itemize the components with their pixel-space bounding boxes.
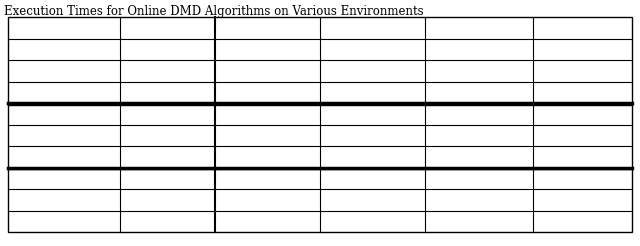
Text: General: General: [145, 195, 190, 204]
Text: 0.557: 0.557: [253, 131, 282, 140]
Text: Execution Times for Online DMD Algorithms on Various Environments: Execution Times for Online DMD Algorithm…: [4, 5, 424, 18]
Text: 200: 200: [573, 66, 593, 75]
Text: Batch: Batch: [150, 109, 184, 118]
Text: 0.537: 0.537: [253, 195, 282, 204]
Text: 1.376: 1.376: [358, 109, 387, 118]
Text: 17.03: 17.03: [568, 217, 597, 226]
Text: Long-term: Long-term: [137, 152, 198, 161]
Text: 500: 500: [257, 23, 277, 32]
Text: 400: 400: [469, 66, 489, 75]
Text: Long-term: Long-term: [137, 217, 198, 226]
Text: 100: 100: [469, 88, 489, 97]
Text: τ: τ: [164, 88, 170, 97]
Text: 3.343: 3.343: [568, 131, 597, 140]
Text: 37.52: 37.52: [464, 174, 494, 183]
Text: 29.61: 29.61: [464, 217, 494, 226]
Text: 1.319: 1.319: [358, 217, 387, 226]
Text: Environmental
Parameters: Environmental Parameters: [25, 50, 103, 70]
Text: 20×20: 20×20: [461, 45, 497, 54]
Text: Batch: Batch: [150, 174, 184, 183]
Text: With Eigen.
Computation (s): With Eigen. Computation (s): [21, 190, 107, 210]
Text: 10×10: 10×10: [355, 45, 390, 54]
Text: 3.411: 3.411: [464, 195, 494, 204]
Text: T: T: [164, 66, 171, 75]
Text: 100: 100: [257, 66, 277, 75]
Text: 0.413: 0.413: [253, 217, 282, 226]
Text: 0.304: 0.304: [253, 152, 282, 161]
Text: 3.715: 3.715: [464, 109, 494, 118]
Text: 100: 100: [363, 88, 383, 97]
Text: 500: 500: [363, 23, 383, 32]
Text: Time: Time: [154, 23, 180, 32]
Text: 28.82: 28.82: [568, 174, 597, 183]
Text: 0.975: 0.975: [358, 131, 387, 140]
Text: Online DMD
Method (s): Online DMD Method (s): [31, 125, 97, 145]
Text: 10×10: 10×10: [250, 45, 285, 54]
Text: 1.387: 1.387: [568, 152, 597, 161]
Text: 1.950: 1.950: [358, 195, 387, 204]
Text: 10: 10: [261, 88, 274, 97]
Text: 14.77: 14.77: [568, 109, 597, 118]
Text: 1.710: 1.710: [464, 131, 494, 140]
Text: 100: 100: [363, 66, 383, 75]
Text: 20×10: 20×10: [565, 45, 600, 54]
Text: 2.756: 2.756: [358, 174, 387, 183]
Text: 1000: 1000: [466, 23, 492, 32]
Text: 100: 100: [573, 88, 593, 97]
Text: General: General: [145, 131, 190, 140]
Text: 4.266: 4.266: [568, 195, 597, 204]
Text: 2000: 2000: [569, 23, 596, 32]
Text: Dimension: Dimension: [140, 45, 195, 54]
Text: 13.59: 13.59: [253, 174, 282, 183]
Text: 2.969: 2.969: [464, 152, 494, 161]
Text: 0.646: 0.646: [358, 152, 387, 161]
Text: 5.038: 5.038: [253, 109, 282, 118]
